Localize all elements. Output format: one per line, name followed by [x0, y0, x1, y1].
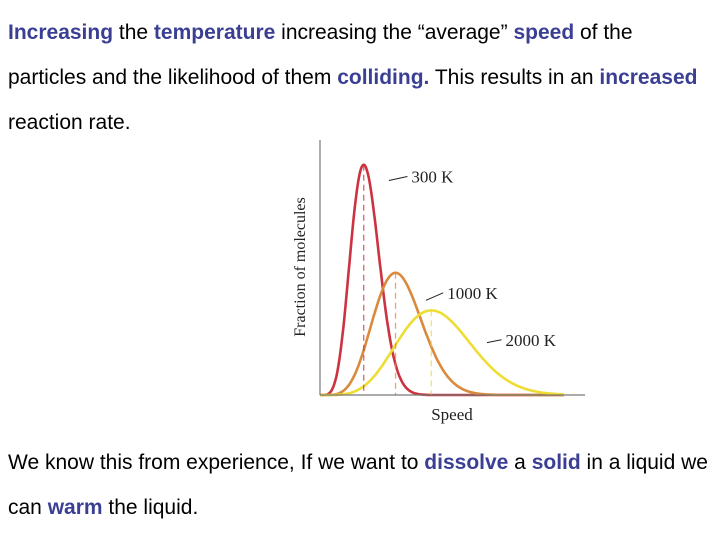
text-segment: the liquid.	[102, 496, 199, 519]
highlighted-term: dissolve	[424, 451, 509, 474]
text-segment: of the particles and the likelihood of t…	[8, 21, 633, 89]
series-leader-line	[425, 292, 444, 301]
series-label: 300 K	[411, 167, 454, 186]
text-segment: increasing the “average”	[275, 21, 514, 44]
text-segment: a	[508, 451, 532, 474]
series-label: 2000 K	[506, 331, 557, 350]
highlighted-term: Increasing	[8, 21, 114, 44]
series-leader-line	[486, 339, 502, 344]
highlighted-term: solid	[531, 451, 581, 474]
peak-marker-layer	[363, 164, 432, 395]
text-segment: reaction rate.	[8, 111, 131, 134]
x-axis-label: Speed	[431, 405, 473, 424]
series-label: 1000 K	[447, 284, 498, 303]
y-axis-label: Fraction of molecules	[292, 197, 309, 337]
text-segment: in a liquid we can	[8, 451, 708, 519]
series-line	[320, 309, 564, 397]
highlighted-term: colliding.	[337, 66, 430, 89]
speed-distribution-chart: Speed Fraction of molecules 300 K 1000 K 2…	[292, 140, 585, 424]
text-segment: This results in an	[429, 66, 600, 89]
highlighted-term: speed	[513, 21, 575, 44]
intro-paragraph: Increasing the temperature increasing th…	[8, 10, 712, 145]
text-segment: We know this from experience, If we want…	[8, 451, 425, 474]
highlighted-term: increased	[599, 66, 698, 89]
highlighted-term: warm	[47, 496, 103, 519]
curve-layer	[320, 163, 564, 397]
series-line	[320, 163, 564, 397]
series-leader-line	[388, 175, 408, 181]
series-label-layer: 300 K 1000 K 2000 K	[388, 167, 557, 350]
experience-paragraph: We know this from experience, If we want…	[8, 440, 712, 530]
text-segment: the	[113, 21, 154, 44]
highlighted-term: temperature	[153, 21, 276, 44]
